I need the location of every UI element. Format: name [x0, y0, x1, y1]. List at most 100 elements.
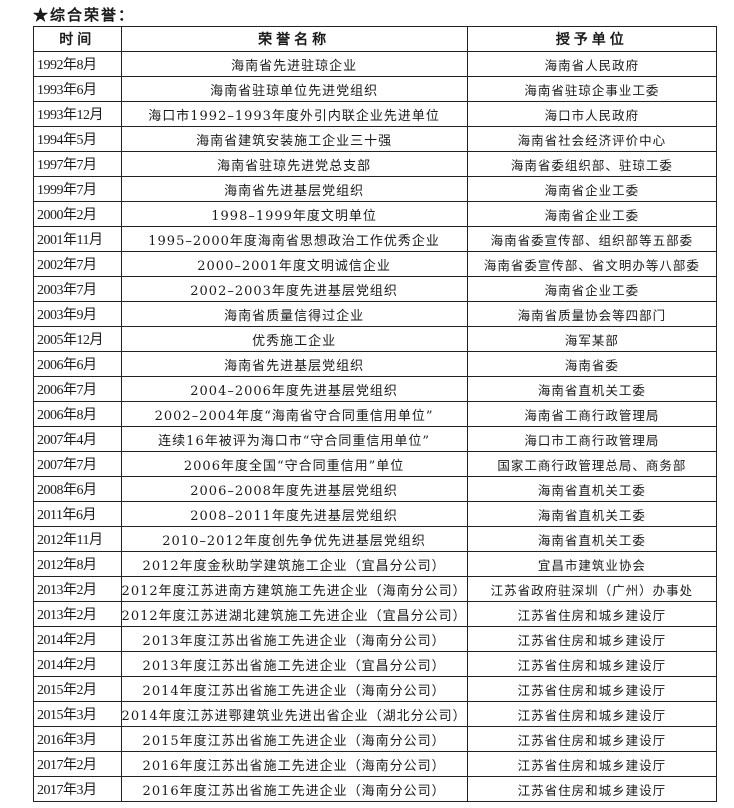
cell-honor-name: 2002–2003年度先进基层党组织 — [120, 276, 468, 302]
cell-honor-name: 2012年度江苏进湖北建筑施工先进企业（宜昌分公司） — [120, 601, 468, 627]
table-row: 2015年3月 2014年度江苏进鄂建筑业先进出省企业（湖北分公司） 江苏省住房和城… — [33, 701, 718, 727]
cell-granting-unit: 海南省社会经济评价中心 — [466, 126, 718, 152]
cell-granting-unit: 海南省企业工委 — [466, 176, 718, 202]
cell-honor-name: 2012年度金秋助学建筑施工企业（宜昌分公司） — [120, 551, 468, 577]
cell-granting-unit: 江苏省住房和城乡建设厅 — [466, 626, 718, 652]
table-row: 2006年7月 2004–2006年度先进基层党组织 海南省直机关工委 — [33, 376, 718, 402]
cell-granting-unit: 江苏省住房和城乡建设厅 — [466, 701, 718, 727]
cell-honor-name: 海南省质量信得过企业 — [120, 301, 468, 327]
table-row: 2012年8月 2012年度金秋助学建筑施工企业（宜昌分公司） 宜昌市建筑业协会 — [33, 551, 718, 577]
cell-date: 2002年7月 — [33, 251, 122, 277]
table-row: 2008年6月 2006–2008年度先进基层党组织 海南省直机关工委 — [33, 476, 718, 502]
cell-date: 1993年12月 — [33, 101, 122, 127]
cell-granting-unit: 海口市工商行政管理局 — [466, 426, 718, 452]
cell-honor-name: 1998–1999年度文明单位 — [120, 201, 468, 227]
cell-honor-name: 2008–2011年度先进基层党组织 — [120, 501, 468, 527]
table-row: 2007年4月 连续16年被评为海口市“守合同重信用单位” 海口市工商行政管理局 — [33, 426, 718, 452]
cell-date: 2012年11月 — [33, 526, 122, 552]
header-granting-unit: 授予单位 — [466, 26, 718, 52]
table-row: 1999年7月 海南省先进基层党组织 海南省企业工委 — [33, 176, 718, 202]
cell-date: 2011年6月 — [33, 501, 122, 527]
cell-honor-name: 2010–2012年度创先争优先进基层党组织 — [120, 526, 468, 552]
header-date: 时间 — [33, 26, 122, 52]
cell-honor-name: 1995–2000年度海南省思想政治工作优秀企业 — [120, 226, 468, 252]
cell-date: 2013年2月 — [33, 576, 122, 602]
cell-honor-name: 2015年度江苏出省施工先进企业（海南分公司） — [120, 726, 468, 752]
cell-date: 1994年5月 — [33, 126, 122, 152]
cell-date: 2001年11月 — [33, 226, 122, 252]
cell-date: 2012年8月 — [33, 551, 122, 577]
table-row: 2003年7月 2002–2003年度先进基层党组织 海南省企业工委 — [33, 276, 718, 302]
cell-honor-name: 优秀施工企业 — [120, 326, 468, 352]
cell-honor-name: 2002–2004年度“海南省守合同重信用单位” — [120, 401, 468, 427]
section-title: ★综合荣誉： — [33, 6, 136, 24]
cell-granting-unit: 国家工商行政管理总局、商务部 — [466, 451, 718, 477]
table-row: 2017年2月 2016年度江苏出省施工先进企业（海南分公司） 江苏省住房和城乡建设… — [33, 751, 718, 777]
cell-date: 2007年7月 — [33, 451, 122, 477]
cell-date: 2003年9月 — [33, 301, 122, 327]
cell-granting-unit: 海南省企业工委 — [466, 201, 718, 227]
table-row: 1993年12月 海口市1992–1993年度外引内联企业先进单位 海口市人民政府 — [33, 101, 718, 127]
cell-date: 1993年6月 — [33, 76, 122, 102]
table-row: 2001年11月 1995–2000年度海南省思想政治工作优秀企业 海南省委宣传部、… — [33, 226, 718, 252]
cell-granting-unit: 江苏省住房和城乡建设厅 — [466, 751, 718, 777]
table-row: 2013年2月 2012年度江苏进湖北建筑施工先进企业（宜昌分公司） 江苏省住房和城… — [33, 601, 718, 627]
table-row: 2014年2月 2013年度江苏出省施工先进企业（海南分公司） 江苏省住房和城乡建设… — [33, 626, 718, 652]
table-row: 2007年7月 2006年度全国“守合同重信用”单位 国家工商行政管理总局、商务部 — [33, 451, 718, 477]
cell-granting-unit: 海南省人民政府 — [466, 51, 718, 77]
cell-honor-name: 2000–2001年度文明诚信企业 — [120, 251, 468, 277]
cell-date: 2016年3月 — [33, 726, 122, 752]
cell-granting-unit: 海南省驻琼企事业工委 — [466, 76, 718, 102]
cell-date: 2017年2月 — [33, 751, 122, 777]
table-row: 2000年2月 1998–1999年度文明单位 海南省企业工委 — [33, 201, 718, 227]
table-row: 2015年2月 2014年度江苏出省施工先进企业（海南分公司） 江苏省住房和城乡建设… — [33, 676, 718, 702]
cell-granting-unit: 江苏省住房和城乡建设厅 — [466, 651, 718, 677]
cell-honor-name: 海南省先进基层党组织 — [120, 176, 468, 202]
cell-granting-unit: 海南省直机关工委 — [466, 526, 718, 552]
cell-granting-unit: 江苏省政府驻深圳（广州）办事处 — [466, 576, 718, 602]
cell-honor-name: 海南省驻琼先进党总支部 — [120, 151, 468, 177]
cell-granting-unit: 海南省委宣传部、组织部等五部委 — [466, 226, 718, 252]
table-row: 2006年8月 2002–2004年度“海南省守合同重信用单位” 海南省工商行政管理… — [33, 401, 718, 427]
cell-honor-name: 连续16年被评为海口市“守合同重信用单位” — [120, 426, 468, 452]
cell-honor-name: 海口市1992–1993年度外引内联企业先进单位 — [120, 101, 468, 127]
cell-granting-unit: 海南省委 — [466, 351, 718, 377]
cell-honor-name: 海南省驻琼单位先进党组织 — [120, 76, 468, 102]
table-row: 1997年7月 海南省驻琼先进党总支部 海南省委组织部、驻琼工委 — [33, 151, 718, 177]
cell-honor-name: 2014年度江苏出省施工先进企业（海南分公司） — [120, 676, 468, 702]
table-row: 1992年8月 海南省先进驻琼企业 海南省人民政府 — [33, 51, 718, 77]
table-row: 2002年7月 2000–2001年度文明诚信企业 海南省委宣传部、省文明办等八部委 — [33, 251, 718, 277]
table-row: 1993年6月 海南省驻琼单位先进党组织 海南省驻琼企事业工委 — [33, 76, 718, 102]
cell-date: 1992年8月 — [33, 51, 122, 77]
cell-date: 2014年2月 — [33, 651, 122, 677]
cell-date: 2007年4月 — [33, 426, 122, 452]
cell-granting-unit: 海南省企业工委 — [466, 276, 718, 302]
cell-honor-name: 海南省先进驻琼企业 — [120, 51, 468, 77]
cell-honor-name: 2014年度江苏进鄂建筑业先进出省企业（湖北分公司） — [120, 701, 468, 727]
cell-date: 2013年2月 — [33, 601, 122, 627]
header-honor-name: 荣誉名称 — [120, 26, 468, 52]
table-row: 2011年6月 2008–2011年度先进基层党组织 海南省直机关工委 — [33, 501, 718, 527]
cell-date: 2000年2月 — [33, 201, 122, 227]
cell-granting-unit: 江苏省住房和城乡建设厅 — [466, 726, 718, 752]
table-row: 2005年12月 优秀施工企业 海军某部 — [33, 326, 718, 352]
cell-honor-name: 2004–2006年度先进基层党组织 — [120, 376, 468, 402]
cell-date: 2008年6月 — [33, 476, 122, 502]
cell-date: 2006年8月 — [33, 401, 122, 427]
cell-honor-name: 海南省先进基层党组织 — [120, 351, 468, 377]
cell-granting-unit: 江苏省住房和城乡建设厅 — [466, 676, 718, 702]
table-row: 1994年5月 海南省建筑安装施工企业三十强 海南省社会经济评价中心 — [33, 126, 718, 152]
table-row: 2003年9月 海南省质量信得过企业 海南省质量协会等四部门 — [33, 301, 718, 327]
cell-granting-unit: 海南省质量协会等四部门 — [466, 301, 718, 327]
cell-date: 2003年7月 — [33, 276, 122, 302]
cell-date: 2005年12月 — [33, 326, 122, 352]
table-row: 2013年2月 2012年度江苏进南方建筑施工先进企业（海南分公司） 江苏省政府驻深… — [33, 576, 718, 602]
table-header-row: 时间 荣誉名称 授予单位 — [33, 26, 718, 52]
cell-granting-unit: 海南省直机关工委 — [466, 476, 718, 502]
cell-granting-unit: 海南省委组织部、驻琼工委 — [466, 151, 718, 177]
cell-honor-name: 2016年度江苏出省施工先进企业（海南分公司） — [120, 751, 468, 777]
cell-date: 1999年7月 — [33, 176, 122, 202]
table-row: 2014年2月 2013年度江苏出省施工先进企业（宜昌分公司） 江苏省住房和城乡建设… — [33, 651, 718, 677]
table-row: 2016年3月 2015年度江苏出省施工先进企业（海南分公司） 江苏省住房和城乡建设… — [33, 726, 718, 752]
cell-granting-unit: 海南省委宣传部、省文明办等八部委 — [466, 251, 718, 277]
